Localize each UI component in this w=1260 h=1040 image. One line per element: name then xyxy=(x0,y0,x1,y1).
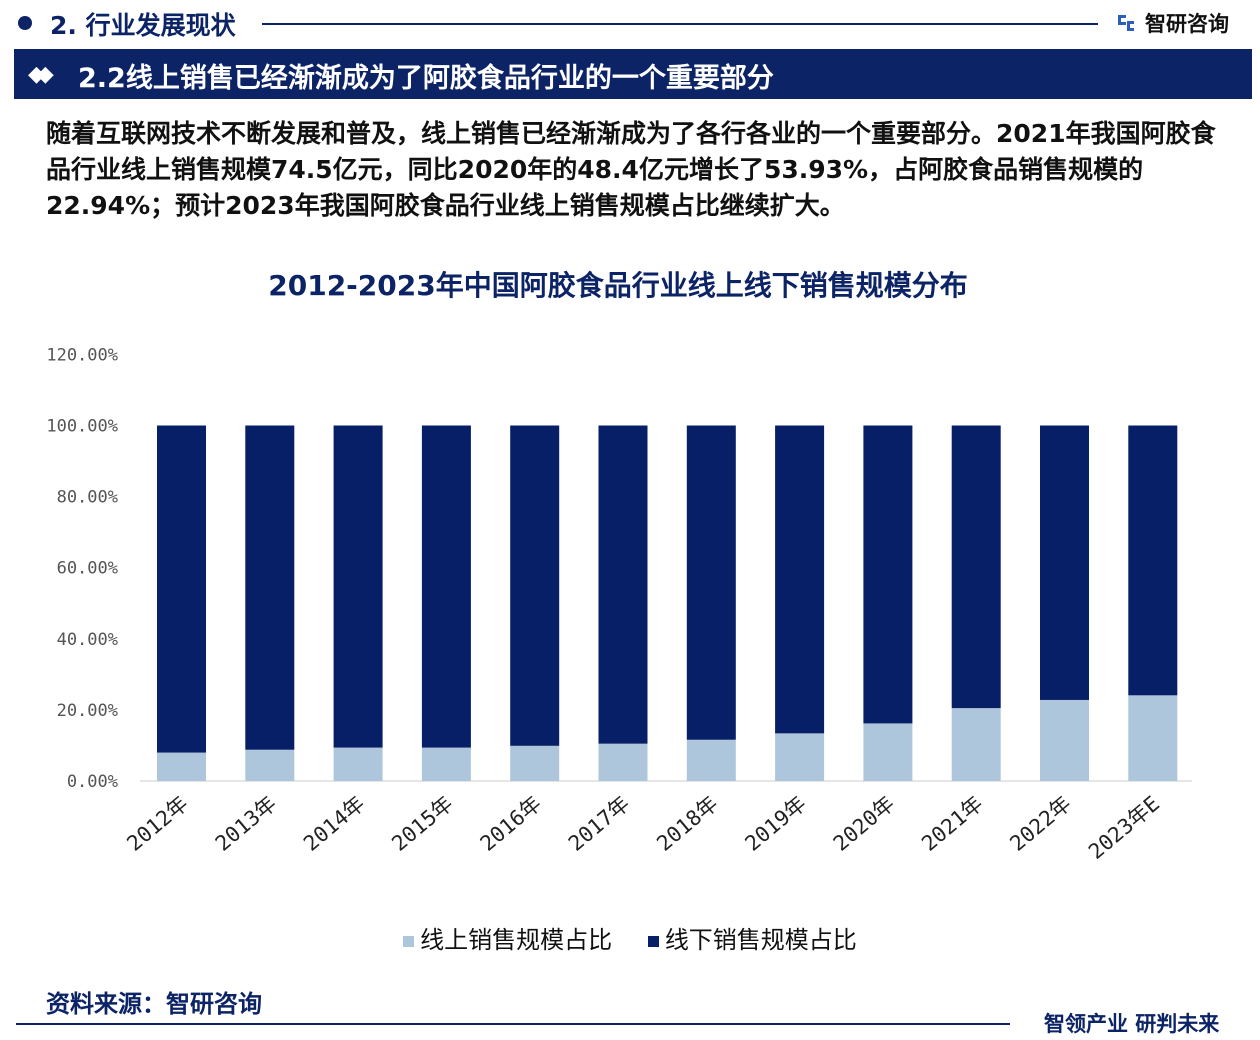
bar-offline xyxy=(863,425,913,724)
bar-offline xyxy=(686,425,736,740)
section-title: 2. 行业发展现状 xyxy=(50,11,236,40)
bar-offline xyxy=(510,425,560,746)
bar-offline xyxy=(245,425,295,750)
diamond-icon: ◆◆ xyxy=(28,62,54,87)
y-tick-label: 80.00% xyxy=(57,488,118,508)
x-tick-label: 2018年 xyxy=(652,791,722,855)
y-tick-label: 20.00% xyxy=(57,701,118,721)
bar-offline xyxy=(1040,425,1089,700)
bar-online xyxy=(686,739,736,781)
legend-label: 线上销售规模占比 xyxy=(420,926,613,954)
bar-online xyxy=(157,752,206,781)
bar-offline xyxy=(421,425,471,748)
bar-online xyxy=(245,749,295,781)
x-tick-label: 2023年E xyxy=(1084,791,1164,864)
x-tick-label: 2012年 xyxy=(122,791,192,855)
section-divider xyxy=(262,23,1098,25)
bar-online xyxy=(598,743,648,781)
bar-offline xyxy=(951,425,1001,709)
bar-online xyxy=(951,708,1001,781)
title-banner xyxy=(14,49,1252,99)
chart-title: 2012-2023年中国阿胶食品行业线上线下销售规模分布 xyxy=(268,269,968,302)
x-tick-label: 2015年 xyxy=(387,791,457,855)
bar-online xyxy=(1128,695,1178,781)
bar-online xyxy=(1040,699,1089,781)
bar-online xyxy=(863,723,913,781)
bar-offline xyxy=(775,425,825,734)
source-note: 资料来源：智研咨询 xyxy=(46,990,262,1018)
bar-online xyxy=(775,733,825,781)
footer-divider xyxy=(16,1023,1010,1025)
section-bullet-icon xyxy=(18,16,32,30)
legend-item-online: 线上销售规模占比 xyxy=(403,920,612,955)
intro-paragraph: 随着互联网技术不断发展和普及，线上销售已经渐渐成为了各行各业的一个重要部分。20… xyxy=(46,119,1216,220)
y-tick-label: 60.00% xyxy=(57,559,118,579)
x-tick-label: 2022年 xyxy=(1005,791,1075,855)
banner-title: 2.2线上销售已经渐渐成为了阿胶食品行业的一个重要部分 xyxy=(78,63,774,94)
x-tick-label: 2020年 xyxy=(829,791,899,855)
bar-offline xyxy=(598,425,648,744)
y-tick-label: 40.00% xyxy=(57,630,118,650)
stacked-bar-chart: 0.00% 20.00% 40.00% 60.00% 80.00% 100.00% 120.… xyxy=(46,345,1192,864)
legend-swatch xyxy=(403,935,415,947)
x-tick-label: 2013年 xyxy=(211,791,281,855)
y-tick-label: 100.00% xyxy=(46,417,118,437)
legend-item-offline: 线下销售规模占比 xyxy=(647,920,857,955)
chart-legend: 线上销售规模占比 线下销售规模占比 xyxy=(0,920,1260,955)
slogan: 智领产业 研判未来 xyxy=(1044,1012,1220,1036)
x-tick-label: 2014年 xyxy=(299,791,369,855)
bar-offline xyxy=(333,425,383,748)
x-tick-label: 2019年 xyxy=(741,791,811,855)
x-tick-label: 2016年 xyxy=(476,791,546,855)
legend-swatch xyxy=(647,935,659,947)
y-tick-label: 120.00% xyxy=(46,345,118,365)
brand-name: 智研咨询 xyxy=(1145,12,1229,36)
bar-online xyxy=(510,745,560,781)
legend-label: 线下销售规模占比 xyxy=(664,926,857,954)
bar-online xyxy=(333,747,383,781)
bar-offline xyxy=(1128,425,1178,696)
bar-online xyxy=(421,747,471,781)
brand-logo-icon xyxy=(1118,15,1134,31)
y-tick-label: 0.00% xyxy=(67,772,118,792)
bar-offline xyxy=(157,425,206,753)
x-tick-label: 2017年 xyxy=(564,791,634,855)
x-tick-label: 2021年 xyxy=(917,791,987,855)
